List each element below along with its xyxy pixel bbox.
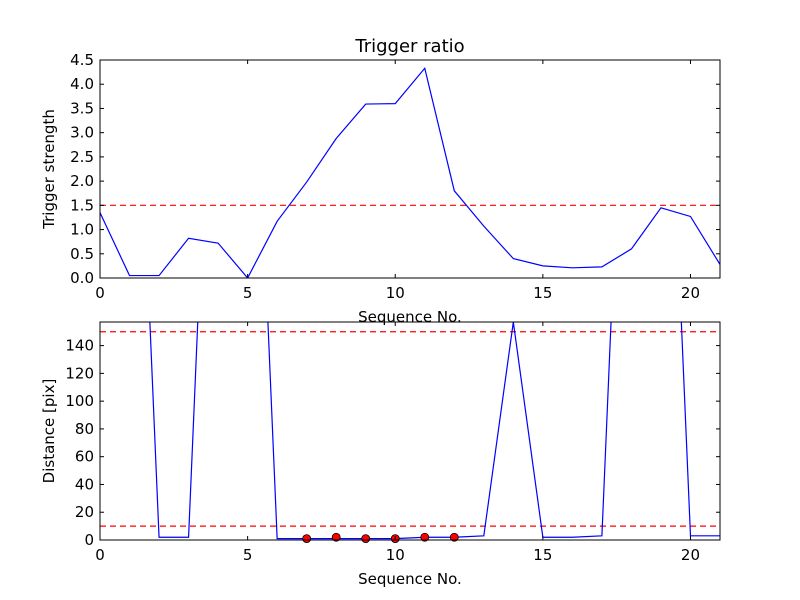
chart-1-x-axis-label: Sequence No.: [358, 570, 462, 588]
chart-0-y-tick-label: 1.0: [70, 221, 94, 239]
chart-0-y-tick-label: 4.0: [70, 75, 94, 93]
chart-0-x-tick-label: 15: [533, 284, 552, 302]
chart-0-y-tick-label: 2.5: [70, 148, 94, 166]
chart-1-axes-frame: [99, 321, 721, 541]
chart-0-axes-frame: [99, 59, 721, 279]
chart-1-y-tick-label: 60: [75, 448, 94, 466]
chart-0-x-axis-label: Sequence No.: [358, 308, 462, 326]
chart-1-marker-point: [331, 532, 341, 542]
chart-1-x-tick-label: 0: [95, 546, 105, 564]
chart-1-x-tick-label: 5: [243, 546, 253, 564]
chart-1-marker-point: [449, 532, 459, 542]
chart-0-series-line-0: [100, 66, 720, 278]
chart-1-x-tick-label: 10: [386, 546, 405, 564]
chart-0-y-tick-label: 0.0: [70, 269, 94, 287]
chart-1-y-tick-label: 20: [75, 503, 94, 521]
chart-1-y-axis-label: Distance [pix]: [40, 379, 58, 484]
chart-1-y-tick-label: 0: [84, 531, 94, 549]
chart-0-y-tick-label: 1.5: [70, 196, 94, 214]
chart-0-x-tick-label: 0: [95, 284, 105, 302]
chart-0-y-tick-label: 2.0: [70, 172, 94, 190]
chart-1-marker-point: [361, 534, 371, 544]
chart-0-y-axis-label: Trigger strength: [40, 109, 58, 230]
chart-1-y-tick-label: 120: [65, 364, 94, 382]
chart-1-x-tick-label: 20: [681, 546, 700, 564]
chart-1-y-tick-label: 140: [65, 337, 94, 355]
chart-1-y-tick-label: 100: [65, 392, 94, 410]
distance-chart: 0 5 10 15 20 0 20 40 60 80 100 120 140 Sequence No. Di…: [40, 321, 721, 588]
chart-1-marker-point: [302, 534, 312, 544]
chart-0-x-tick-label: 20: [681, 284, 700, 302]
chart-1-marker-point: [420, 532, 430, 542]
chart-0-y-tick-label: 3.5: [70, 99, 94, 117]
chart-1-series-line-0: [149, 322, 720, 540]
chart-1-y-tick-label: 40: [75, 475, 94, 493]
chart-0-x-tick-label: 10: [386, 284, 405, 302]
chart-0-title: Trigger ratio: [354, 36, 464, 57]
chart-0-y-tick-label: 3.0: [70, 124, 94, 142]
chart-1-y-tick-label: 80: [75, 420, 94, 438]
chart-0-y-tick-label: 4.5: [70, 51, 94, 69]
chart-0-y-tick-label: 0.5: [70, 245, 94, 263]
chart-0-x-tick-label: 5: [243, 284, 253, 302]
chart-1-x-tick-label: 15: [533, 546, 552, 564]
